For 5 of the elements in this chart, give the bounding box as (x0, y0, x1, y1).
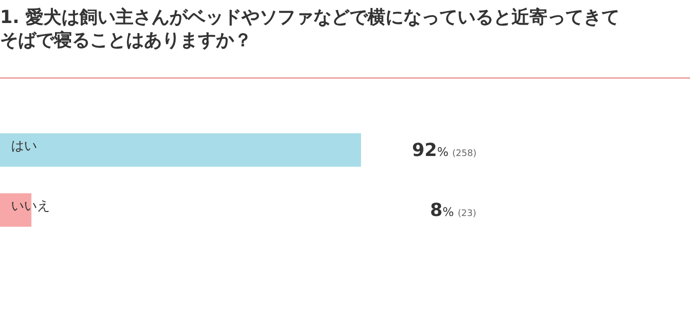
data-label: 8% (23) (430, 200, 476, 221)
data-label: 92% (258) (412, 140, 476, 161)
y-tick-label: いいえ (11, 199, 50, 214)
chart-title: 1. 愛犬は飼い主さんがベッドやソファなどで横になっていると近寄ってきてそばで寝ることはありますか？ (0, 6, 620, 52)
y-tick-label: はい (11, 139, 37, 154)
